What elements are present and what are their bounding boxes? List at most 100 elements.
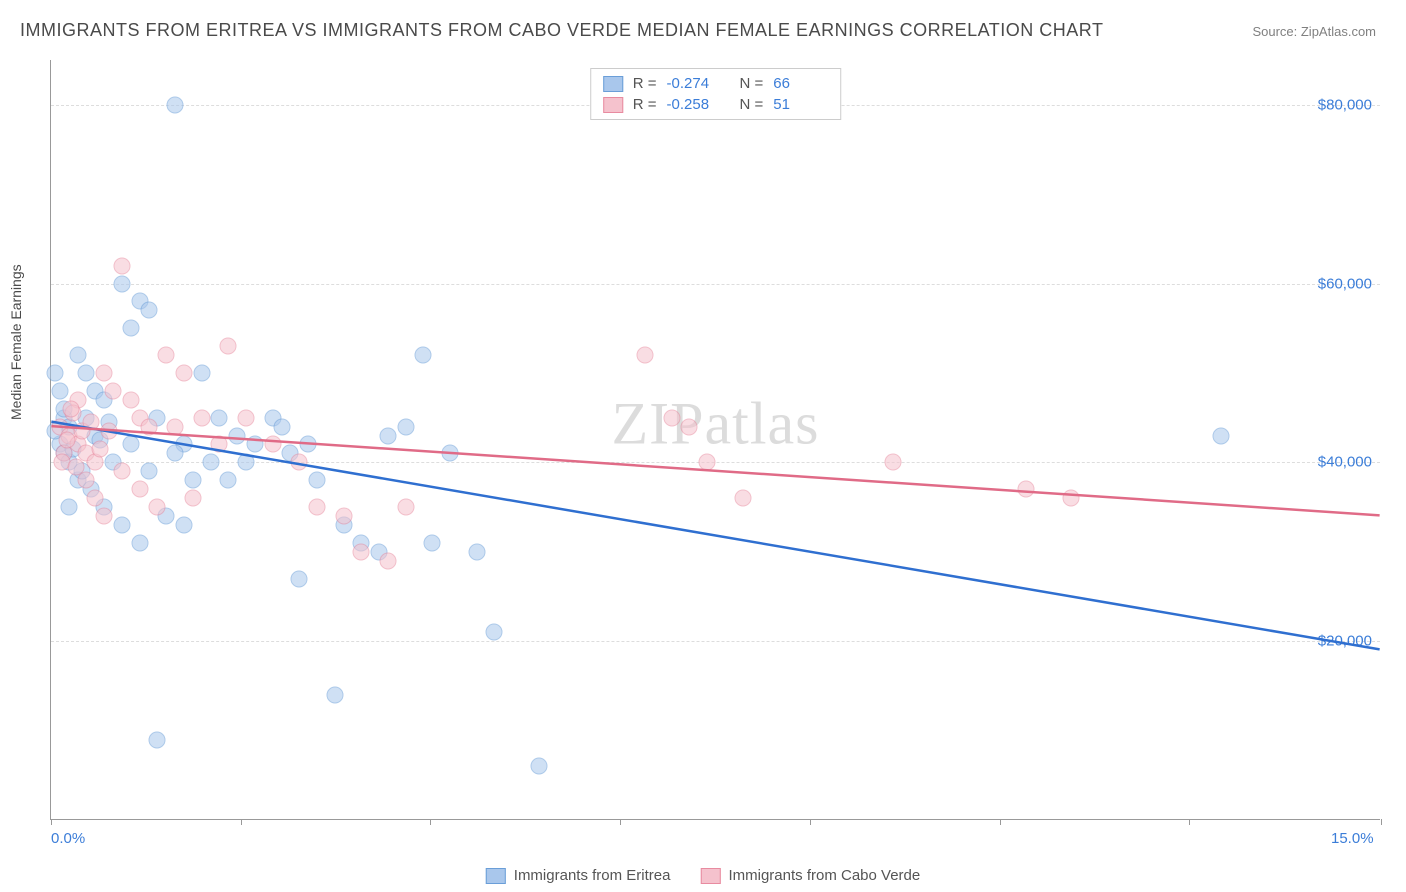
x-tick-mark — [241, 819, 242, 825]
data-point — [220, 472, 237, 489]
data-point — [158, 347, 175, 364]
data-point — [246, 436, 263, 453]
data-point — [51, 382, 68, 399]
gridline-h — [51, 284, 1380, 285]
legend-swatch — [603, 76, 623, 92]
data-point — [167, 418, 184, 435]
data-point — [131, 534, 148, 551]
data-point — [442, 445, 459, 462]
data-point — [122, 320, 139, 337]
data-point — [113, 257, 130, 274]
data-point — [113, 463, 130, 480]
data-point — [184, 490, 201, 507]
data-point — [62, 400, 79, 417]
source-attribution: Source: ZipAtlas.com — [1252, 24, 1376, 39]
data-point — [122, 436, 139, 453]
data-point — [326, 686, 343, 703]
data-point — [58, 432, 75, 449]
data-point — [468, 543, 485, 560]
data-point — [397, 499, 414, 516]
legend-swatch — [700, 868, 720, 884]
r-label: R = — [633, 75, 657, 92]
y-tick-label: $40,000 — [1318, 454, 1372, 471]
data-point — [291, 570, 308, 587]
data-point — [1018, 481, 1035, 498]
x-tick-mark — [430, 819, 431, 825]
r-label: R = — [633, 96, 657, 113]
n-value: 66 — [773, 75, 828, 92]
series-legend: Immigrants from Eritrea Immigrants from C… — [486, 867, 920, 884]
legend-series-item: Immigrants from Cabo Verde — [700, 867, 920, 884]
legend-series-label: Immigrants from Cabo Verde — [728, 867, 920, 884]
data-point — [734, 490, 751, 507]
data-point — [193, 364, 210, 381]
x-tick-mark — [810, 819, 811, 825]
y-axis-label: Median Female Earnings — [8, 264, 24, 420]
data-point — [100, 423, 117, 440]
data-point — [60, 499, 77, 516]
x-tick-label: 15.0% — [1331, 830, 1374, 847]
data-point — [69, 347, 86, 364]
data-point — [264, 436, 281, 453]
y-tick-label: $20,000 — [1318, 633, 1372, 650]
data-point — [211, 436, 228, 453]
data-point — [637, 347, 654, 364]
data-point — [113, 516, 130, 533]
scatter-chart: ZIPatlas R =-0.274N =66R =-0.258N =51 $2… — [50, 60, 1380, 820]
correlation-legend: R =-0.274N =66R =-0.258N =51 — [590, 68, 842, 120]
x-tick-mark — [620, 819, 621, 825]
data-point — [273, 418, 290, 435]
data-point — [238, 409, 255, 426]
legend-series-label: Immigrants from Eritrea — [514, 867, 671, 884]
data-point — [681, 418, 698, 435]
data-point — [309, 472, 326, 489]
data-point — [220, 338, 237, 355]
data-point — [699, 454, 716, 471]
data-point — [96, 508, 113, 525]
data-point — [87, 490, 104, 507]
x-tick-mark — [1381, 819, 1382, 825]
data-point — [140, 302, 157, 319]
data-point — [131, 481, 148, 498]
legend-swatch — [603, 97, 623, 113]
data-point — [379, 427, 396, 444]
data-point — [530, 758, 547, 775]
x-tick-mark — [51, 819, 52, 825]
legend-series-item: Immigrants from Eritrea — [486, 867, 671, 884]
data-point — [176, 516, 193, 533]
y-tick-label: $80,000 — [1318, 96, 1372, 113]
data-point — [238, 454, 255, 471]
chart-title: IMMIGRANTS FROM ERITREA VS IMMIGRANTS FR… — [20, 20, 1103, 41]
data-point — [424, 534, 441, 551]
y-tick-label: $60,000 — [1318, 275, 1372, 292]
data-point — [211, 409, 228, 426]
data-point — [335, 508, 352, 525]
data-point — [113, 275, 130, 292]
data-point — [415, 347, 432, 364]
legend-swatch — [486, 868, 506, 884]
data-point — [167, 445, 184, 462]
x-tick-label: 0.0% — [51, 830, 85, 847]
data-point — [149, 499, 166, 516]
data-point — [885, 454, 902, 471]
data-point — [300, 436, 317, 453]
x-tick-mark — [1189, 819, 1190, 825]
n-label: N = — [740, 75, 764, 92]
data-point — [291, 454, 308, 471]
chart-header: IMMIGRANTS FROM ERITREA VS IMMIGRANTS FR… — [0, 0, 1406, 51]
data-point — [78, 472, 95, 489]
data-point — [67, 458, 84, 475]
data-point — [96, 364, 113, 381]
data-point — [1062, 490, 1079, 507]
data-point — [140, 463, 157, 480]
gridline-h — [51, 641, 1380, 642]
data-point — [193, 409, 210, 426]
data-point — [176, 364, 193, 381]
data-point — [122, 391, 139, 408]
data-point — [229, 427, 246, 444]
data-point — [105, 382, 122, 399]
data-point — [167, 96, 184, 113]
legend-stat-row: R =-0.258N =51 — [603, 94, 829, 115]
data-point — [184, 472, 201, 489]
watermark-text: ZIPatlas — [612, 391, 820, 457]
